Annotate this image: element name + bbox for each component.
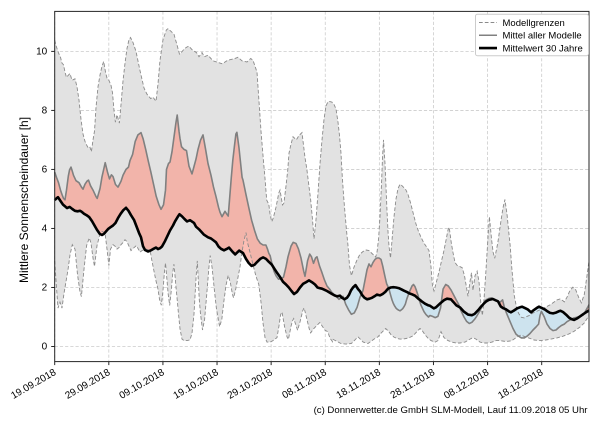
svg-text:2: 2 [42, 283, 48, 294]
svg-text:0: 0 [42, 342, 48, 353]
svg-text:(c) Donnerwetter.de GmbH SLM-M: (c) Donnerwetter.de GmbH SLM-Modell, Lau… [314, 405, 589, 416]
svg-text:4: 4 [42, 224, 48, 235]
svg-text:6: 6 [42, 165, 48, 176]
svg-text:Mittelwert 30 Jahre: Mittelwert 30 Jahre [503, 43, 583, 54]
svg-text:Mittel aller Modelle: Mittel aller Modelle [503, 31, 582, 42]
svg-text:Mittlere Sonnenscheindauer [h]: Mittlere Sonnenscheindauer [h] [17, 117, 31, 283]
svg-text:10: 10 [36, 47, 48, 58]
svg-text:8: 8 [42, 106, 48, 117]
svg-text:Modellgrenzen: Modellgrenzen [503, 18, 565, 29]
